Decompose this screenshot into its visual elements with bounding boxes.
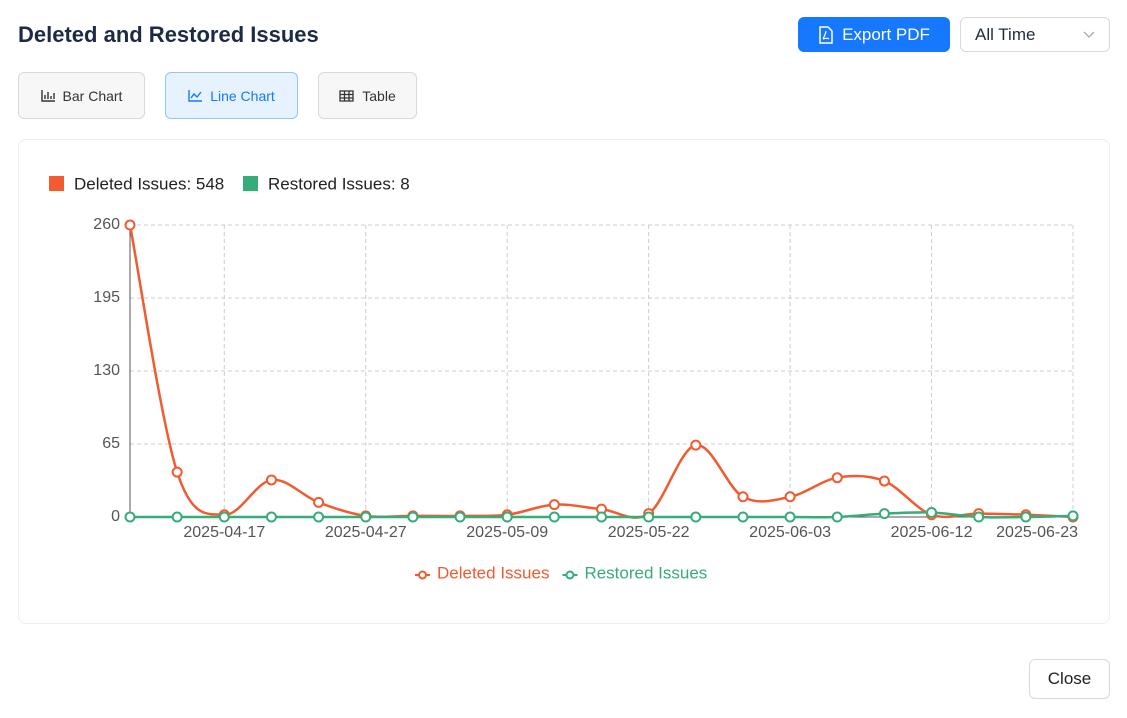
x-tick-label: 2025-04-27	[325, 524, 407, 541]
bar-icon	[40, 89, 55, 102]
close-button[interactable]: Close	[1029, 659, 1110, 699]
chevron	[1083, 31, 1095, 38]
range-select[interactable]: All Time	[960, 17, 1110, 52]
data-point	[737, 511, 749, 523]
x-tick-label: 2025-05-09	[466, 524, 548, 541]
summary-swatch	[243, 176, 258, 191]
x-tick-label: 2025-04-17	[183, 524, 265, 541]
summary-text: Restored Issues: 8	[268, 174, 410, 193]
data-point	[690, 511, 702, 523]
data-point	[926, 507, 938, 519]
tab-bar-chart[interactable]: Bar Chart	[18, 72, 145, 119]
legend-label: Deleted Issues	[437, 563, 549, 582]
data-point	[831, 472, 843, 484]
tab-label: Bar Chart	[62, 87, 123, 104]
tab-label: Table	[362, 87, 396, 104]
data-point	[973, 511, 985, 523]
data-point	[124, 219, 136, 231]
tab-table[interactable]: Table	[318, 72, 417, 119]
pdf-icon	[819, 25, 833, 44]
tab-label: Line Chart	[210, 87, 275, 104]
summary-text: Deleted Issues: 548	[74, 174, 224, 193]
data-point	[313, 511, 325, 523]
legend-marker	[418, 570, 427, 580]
y-tick-label: 260	[93, 216, 120, 233]
data-point	[218, 511, 230, 523]
series-line	[128, 224, 1074, 519]
data-point	[265, 511, 277, 523]
data-point	[171, 466, 183, 478]
chart: Deleted Issues: 548 Restored Issues: 8 0 65…	[49, 174, 1079, 582]
y-tick-label: 0	[111, 508, 120, 525]
data-point	[171, 511, 183, 523]
legend-marker	[565, 570, 575, 580]
data-point	[1020, 511, 1032, 523]
export-label: Export PDF	[842, 24, 930, 44]
tab-line-chart[interactable]: Line Chart	[165, 72, 298, 119]
legend-label: Restored Issues	[584, 563, 707, 582]
y-tick-label: 65	[102, 435, 120, 452]
data-point	[878, 508, 890, 520]
data-point	[124, 511, 136, 523]
data-point	[265, 474, 277, 486]
data-point	[737, 491, 749, 503]
range-value: All Time	[975, 24, 1036, 44]
export-button[interactable]: Export PDF	[798, 17, 950, 52]
data-point	[407, 511, 419, 523]
data-point	[878, 475, 890, 487]
data-point	[784, 491, 796, 503]
data-point	[454, 511, 466, 523]
data-point	[643, 511, 655, 523]
x-tick-label: 2025-06-03	[749, 524, 831, 541]
data-point	[360, 511, 372, 523]
y-tick-label: 195	[93, 289, 120, 306]
data-point	[548, 499, 560, 511]
x-tick-label: 2025-06-12	[891, 524, 973, 541]
line-icon	[188, 89, 203, 102]
data-point	[784, 511, 796, 523]
data-point	[596, 511, 607, 523]
chart-card	[18, 139, 1110, 624]
data-point	[501, 511, 513, 523]
data-point	[831, 511, 843, 523]
x-tick-label: 2025-05-22	[608, 524, 690, 541]
summary-swatch	[49, 176, 64, 191]
data-point	[313, 496, 325, 508]
data-point	[548, 511, 560, 523]
table-icon	[339, 89, 354, 102]
x-tick-label: 2025-06-23	[996, 524, 1078, 541]
data-point	[690, 439, 702, 451]
page-title: Deleted and Restored Issues	[18, 22, 319, 47]
data-point	[1067, 510, 1079, 522]
y-tick-label: 130	[93, 362, 120, 379]
